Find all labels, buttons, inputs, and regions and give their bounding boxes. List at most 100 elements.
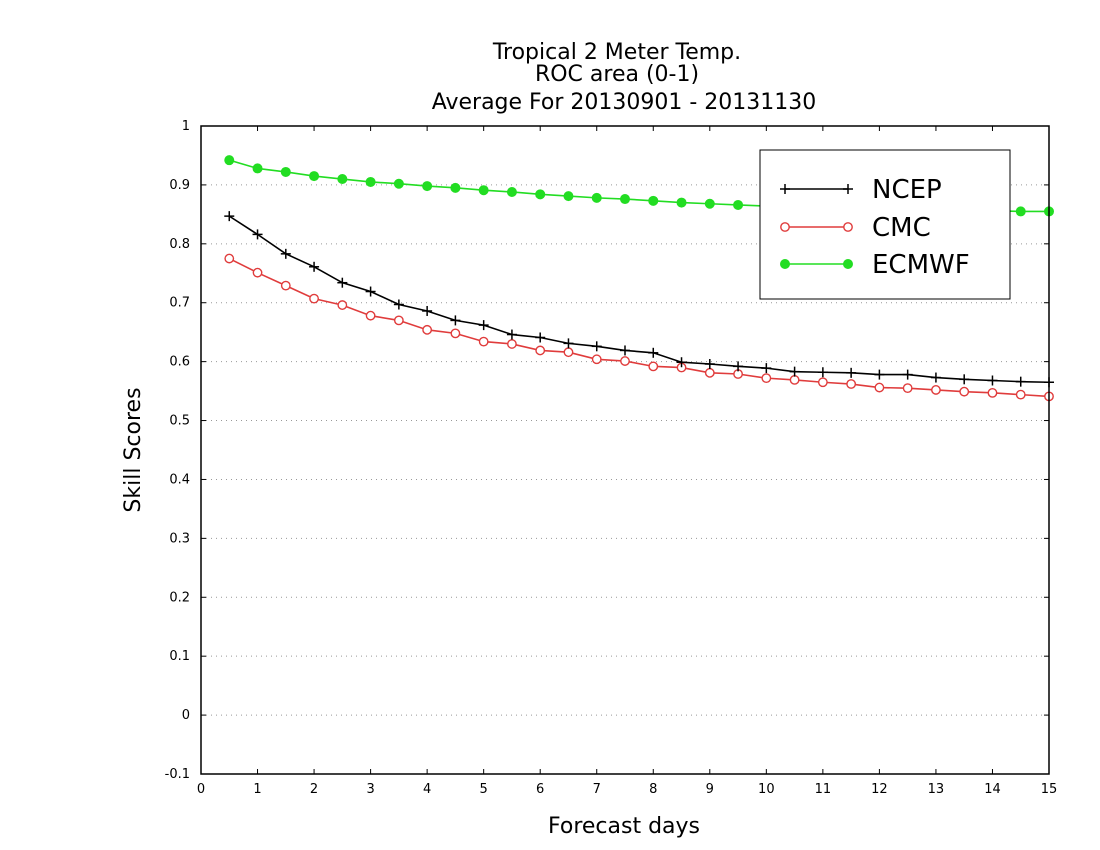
x-tick-label: 7 bbox=[593, 782, 601, 797]
data-point-ecmwf bbox=[591, 192, 602, 203]
data-point-cmc bbox=[535, 345, 546, 356]
data-point-ncep bbox=[337, 277, 348, 288]
y-tick-label: 0 bbox=[182, 708, 190, 723]
y-tick-label: 0.7 bbox=[169, 296, 190, 311]
chart-title-line-1: Tropical 2 Meter Temp. bbox=[492, 40, 741, 65]
legend-marker-ncep bbox=[780, 184, 790, 194]
data-point-cmc bbox=[337, 300, 348, 310]
data-point-ncep bbox=[478, 320, 489, 331]
data-point-ncep bbox=[620, 345, 630, 356]
legend-marker-cmc bbox=[843, 222, 853, 232]
chart-title-line-3: Average For 20130901 - 20131130 bbox=[432, 90, 817, 115]
data-point-ecmwf bbox=[365, 176, 376, 187]
legend-item-ncep: NCEP bbox=[780, 175, 942, 205]
y-axis-ticks: -0.1 0 0.1 0.2 0.3 0.4 0.5 0.6 0.7 0.8 0.9 1 bbox=[165, 119, 1049, 782]
data-point-ncep bbox=[704, 358, 715, 369]
data-point-ncep bbox=[563, 338, 574, 349]
data-point-cmc bbox=[563, 347, 574, 358]
legend-label-ncep: NCEP bbox=[872, 175, 942, 205]
data-point-ecmwf bbox=[535, 189, 546, 200]
x-tick-label: 14 bbox=[984, 782, 1001, 797]
data-point-cmc bbox=[224, 253, 235, 264]
data-point-cmc bbox=[846, 379, 857, 389]
x-tick-label: 10 bbox=[758, 782, 775, 797]
data-point-cmc bbox=[959, 386, 970, 397]
data-point-cmc bbox=[902, 383, 913, 394]
data-point-ncep bbox=[930, 372, 941, 383]
x-tick-label: 2 bbox=[310, 782, 318, 797]
legend-marker-cmc bbox=[780, 222, 790, 232]
x-tick-label: 8 bbox=[649, 782, 657, 797]
data-point-ecmwf bbox=[648, 195, 659, 206]
y-tick-label: 0.4 bbox=[169, 472, 190, 487]
data-point-ecmwf bbox=[393, 178, 404, 189]
legend-label-ecmwf: ECMWF bbox=[872, 250, 970, 280]
y-tick-label: 0.2 bbox=[169, 590, 190, 605]
data-point-ncep bbox=[365, 286, 376, 297]
x-tick-label: 9 bbox=[706, 782, 714, 797]
data-point-ncep bbox=[817, 367, 828, 378]
data-point-ecmwf bbox=[1015, 206, 1026, 217]
data-point-ecmwf bbox=[450, 182, 461, 193]
data-point-cmc bbox=[309, 293, 319, 304]
legend-item-ecmwf: ECMWF bbox=[780, 250, 970, 280]
legend: NCEP CMC ECMWF bbox=[759, 149, 1011, 300]
y-tick-label: 0.6 bbox=[169, 355, 190, 370]
data-point-cmc bbox=[648, 361, 659, 372]
data-point-ncep bbox=[535, 332, 546, 343]
data-point-cmc bbox=[478, 336, 489, 347]
data-point-ecmwf bbox=[704, 198, 715, 209]
y-axis-title: Skill Scores bbox=[121, 387, 146, 512]
data-point-ncep bbox=[761, 363, 772, 374]
data-point-ncep bbox=[987, 375, 998, 386]
data-point-ncep bbox=[789, 366, 800, 377]
chart-title-line-2: ROC area (0-1) bbox=[535, 62, 699, 87]
x-tick-label: 11 bbox=[815, 782, 832, 797]
x-axis-ticks: 0 1 2 3 4 5 6 7 8 9 10 11 12 13 14 15 bbox=[197, 126, 1057, 797]
data-point-ncep bbox=[1015, 376, 1026, 387]
data-point-ncep bbox=[874, 369, 885, 380]
data-point-cmc bbox=[393, 315, 404, 326]
x-tick-label: 6 bbox=[536, 782, 544, 797]
data-point-cmc bbox=[1015, 389, 1026, 400]
x-axis-title: Forecast days bbox=[548, 814, 700, 839]
data-point-cmc bbox=[620, 356, 630, 366]
data-point-ecmwf bbox=[563, 191, 574, 202]
data-point-ncep bbox=[450, 315, 461, 326]
data-point-cmc bbox=[761, 373, 772, 384]
data-point-ncep bbox=[648, 347, 659, 358]
data-point-ncep bbox=[393, 299, 404, 310]
y-tick-label: -0.1 bbox=[165, 767, 190, 782]
x-tick-label: 4 bbox=[423, 782, 431, 797]
data-point-ncep bbox=[506, 329, 517, 340]
data-point-cmc bbox=[280, 280, 291, 291]
data-point-ncep bbox=[252, 229, 263, 240]
data-point-cmc bbox=[591, 354, 602, 365]
data-point-ncep bbox=[902, 369, 913, 380]
y-tick-label: 0.8 bbox=[169, 237, 190, 252]
legend-marker-ecmwf bbox=[843, 259, 853, 269]
data-point-cmc bbox=[817, 377, 828, 388]
data-point-ncep bbox=[280, 248, 291, 259]
data-point-cmc bbox=[987, 387, 998, 398]
data-point-ncep bbox=[591, 341, 602, 352]
data-point-cmc bbox=[704, 367, 715, 378]
legend-item-cmc: CMC bbox=[780, 213, 931, 243]
x-tick-label: 0 bbox=[197, 782, 205, 797]
y-tick-label: 0.5 bbox=[169, 414, 190, 429]
y-tick-label: 0.3 bbox=[169, 531, 190, 546]
data-point-cmc bbox=[507, 339, 517, 349]
x-tick-label: 1 bbox=[253, 782, 261, 797]
y-tick-label: 0.1 bbox=[169, 649, 190, 664]
legend-marker-ecmwf bbox=[780, 259, 790, 269]
y-tick-label: 1 bbox=[182, 119, 190, 134]
data-point-ecmwf bbox=[224, 155, 235, 166]
data-point-ncep bbox=[733, 361, 744, 372]
data-point-ecmwf bbox=[478, 185, 489, 196]
plot-frame bbox=[200, 125, 1050, 775]
y-tick-label: 0.9 bbox=[169, 178, 190, 193]
data-point-cmc bbox=[365, 310, 376, 321]
data-point-cmc bbox=[422, 324, 433, 335]
data-point-ncep bbox=[676, 357, 687, 368]
